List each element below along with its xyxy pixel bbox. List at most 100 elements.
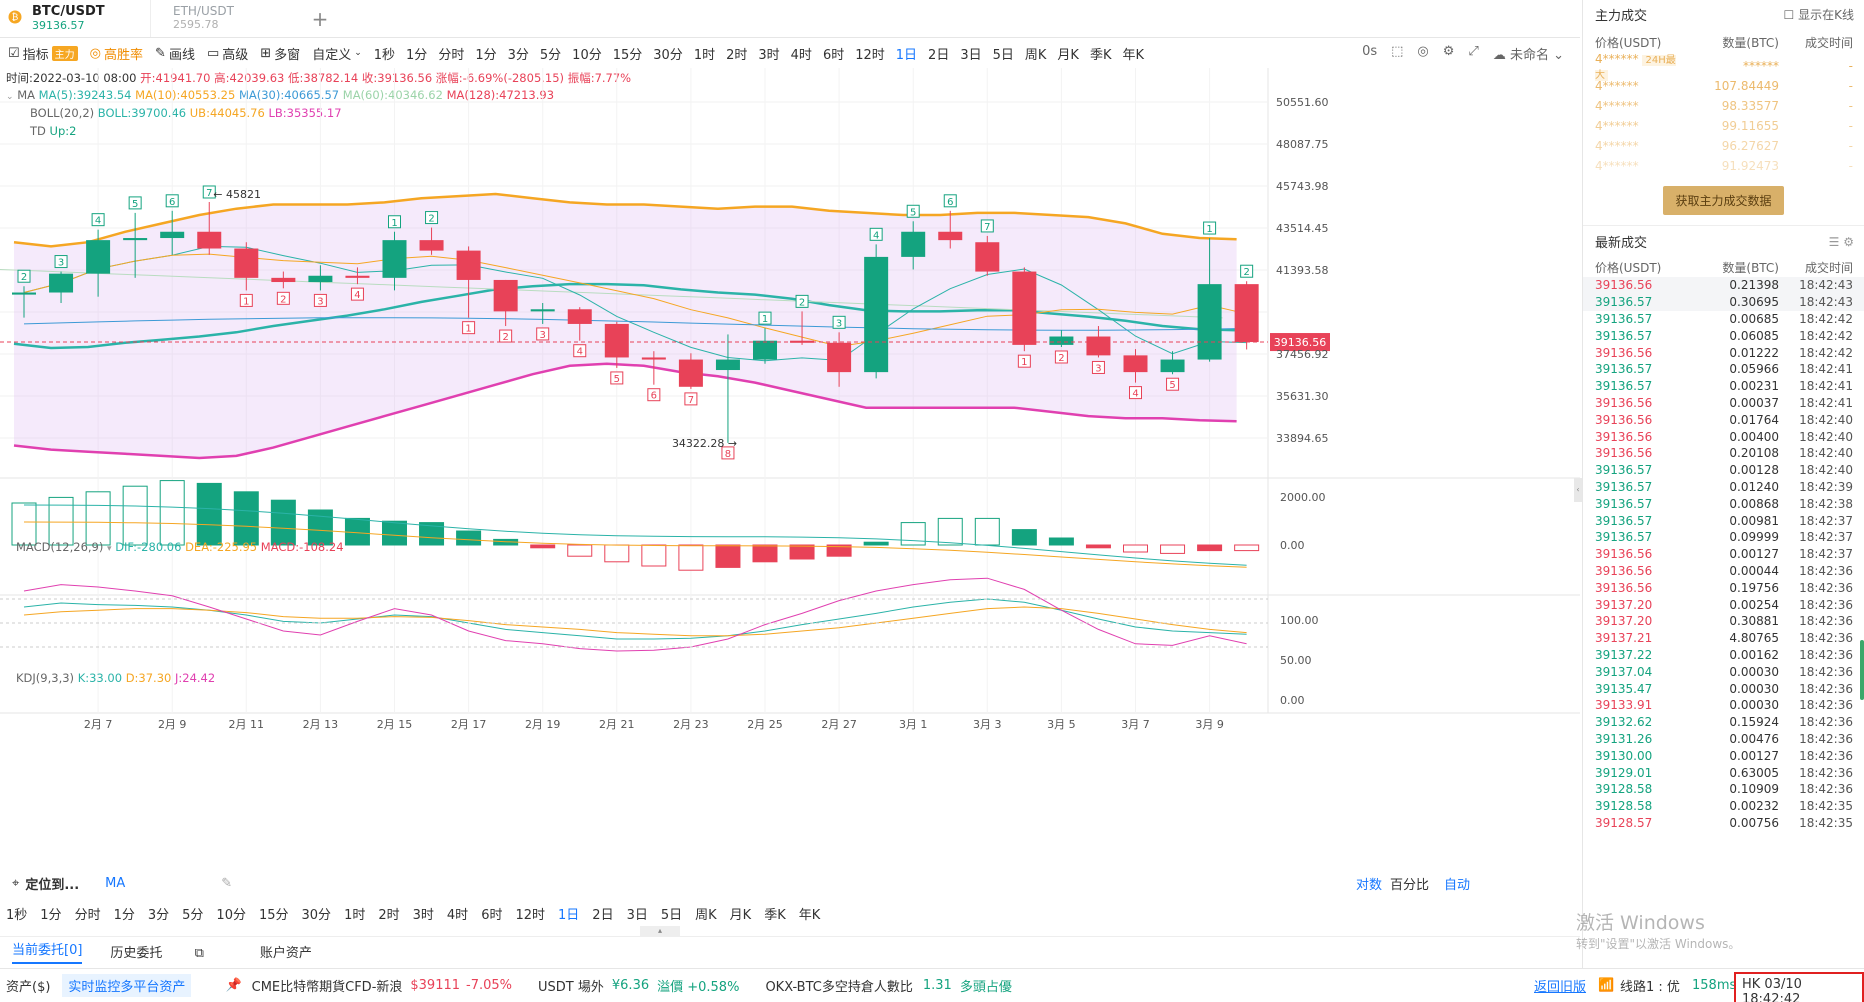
date-axis-label: 2月 25 [747,718,783,731]
bottom-interval-option[interactable]: 10分 [216,907,246,923]
gear-icon[interactable]: ⚙ [1442,43,1455,59]
multi-window-button[interactable]: ⊞ 多窗 [260,44,300,63]
tab-account-assets[interactable]: 账户资产 [259,946,312,961]
interval-option[interactable]: 12时 [855,47,885,63]
fullscreen-icon[interactable]: ⤢ [1468,43,1479,59]
monitor-assets-button[interactable]: 实时监控多平台资产 [62,974,192,997]
interval-option[interactable]: 5日 [992,47,1014,63]
interval-option[interactable]: 15分 [612,47,643,63]
kline-chart[interactable]: 2 3 4 5 6 7 1 2 3 4 1 2 1 2 3 4 5 6 7 8 1 2 3 4 5 6 7 1 2 3 4 5 1 2 ← 4582… [0,68,1580,868]
bottom-interval-option[interactable]: 月K [729,907,752,923]
custom-dropdown[interactable]: 自定义 ⌄ [312,44,362,63]
interval-option[interactable]: 1分 [406,47,428,63]
bottom-interval-option[interactable]: 1秒 [6,907,28,923]
bottom-interval-option[interactable]: 6时 [481,907,503,923]
add-tab-button[interactable]: + [311,6,329,31]
interval-option[interactable]: 月K [1057,47,1079,63]
bottom-interval-option[interactable]: 季K [764,907,786,923]
bottom-interval-option[interactable]: 5分 [182,907,204,923]
bottom-interval-option[interactable]: 周K [695,907,717,923]
interval-option[interactable]: 分时 [438,47,465,63]
ma-legend[interactable]: ⌄ MA MA(5):39243.54 MA(10):40553.25 MA(3… [6,88,554,102]
interval-option[interactable]: 30分 [653,47,683,63]
bottom-interval-option[interactable]: 3时 [412,907,434,923]
interval-option[interactable]: 周K [1024,47,1047,63]
layout-name-dropdown[interactable]: ☁ 未命名 ⌄ [1492,47,1564,63]
advanced-button[interactable]: ▭ 高级 [207,44,248,63]
trade-row: 39136.57 0.00231 18:42:41 [1583,378,1864,395]
bottom-interval-option[interactable]: 30分 [301,907,332,923]
trade-price: 39136.57 [1595,379,1653,394]
bottom-interval-option[interactable]: 15分 [258,907,289,923]
tab-order-history[interactable]: 历史委托 ⧉ [110,942,231,961]
kdj-legend[interactable]: KDJ(9,3,3) K:33.00 D:37.30 J:24.42 [16,671,215,685]
td-legend[interactable]: TD Up:2 [30,124,76,138]
trade-qty: 0.00030 [1729,681,1779,696]
bottom-interval-option[interactable]: 1分 [40,907,62,923]
fetch-main-trades-button[interactable]: 获取主力成交数据 [1663,186,1784,215]
bottom-interval-option[interactable]: 1时 [344,907,366,923]
interval-option[interactable]: 1分 [475,47,497,63]
bottom-interval-option[interactable]: 年K [798,907,821,923]
panel-resize-handle[interactable]: ▴ [640,926,680,936]
checkbox-icon[interactable]: ☐ [1783,7,1795,22]
draw-button[interactable]: ✎ 画线 [155,44,195,63]
tab-eth-usdt[interactable]: ETH/USDT 2595.78 [150,0,300,37]
network-line-label[interactable]: 线路1 : 优 [1620,980,1680,995]
interval-option[interactable]: 1日 [895,47,918,63]
interval-option[interactable]: 1时 [693,47,716,63]
ticker-cme-label[interactable]: CME比特幣期貨CFD-新浪 [251,980,403,995]
edit-icon[interactable]: ✎ [221,875,233,891]
macd-dropdown-icon[interactable]: ▾ [107,544,112,554]
collapse-icon[interactable]: ⌄ [6,92,14,102]
auto-scale-toggle[interactable]: 自动 [1444,877,1471,893]
screenshot-icon[interactable]: ⬚ [1391,43,1404,59]
interval-option[interactable]: 季K [1089,47,1112,63]
macd-legend[interactable]: MACD(12,26,9) ▾ DIF:-280.06 DEA:-225.95 … [16,540,344,554]
percent-scale-toggle[interactable]: 百分比 [1390,877,1430,893]
interval-option[interactable]: 5分 [539,47,562,63]
panel-scrollbar[interactable] [1860,640,1864,700]
bottom-interval-option[interactable]: 12时 [515,907,546,923]
log-scale-toggle[interactable]: 对数 [1356,877,1383,893]
list-settings-icon[interactable]: ☰ ⚙ [1828,234,1854,249]
interval-option[interactable]: 3分 [507,47,529,63]
locate-to-button[interactable]: 定位到... [25,877,80,893]
interval-option[interactable]: 1秒 [373,47,396,63]
tab-btc-usdt[interactable]: ₿ BTC/USDT 39136.57 [0,0,150,37]
collapse-panel-handle[interactable]: ‹ [1574,478,1582,502]
bottom-interval-option[interactable]: 5日 [660,907,683,923]
bottom-interval-option[interactable]: 3分 [147,907,170,923]
ticker-usdt-label[interactable]: USDT 場外 [538,980,604,995]
show-in-kline-toggle[interactable]: ☐ 显示在K线 [1784,6,1854,23]
countdown-label[interactable]: 0s [1362,43,1378,59]
interval-option[interactable]: 6时 [822,47,845,63]
ma-tag[interactable]: MA [105,875,126,891]
boll-legend[interactable]: BOLL(20,2) BOLL:39700.46 UB:44045.76 LB:… [30,106,342,120]
interval-option[interactable]: 2时 [726,47,748,63]
interval-option[interactable]: 4时 [790,47,812,63]
interval-option[interactable]: 3日 [960,47,982,63]
bottom-interval-option[interactable]: 分时 [74,907,101,923]
bottom-interval-option[interactable]: 3日 [626,907,648,923]
bottom-interval-option[interactable]: 2日 [592,907,614,923]
macd-dif: DIF:-280.06 [115,540,182,554]
trade-qty: 4.80765 [1729,631,1779,646]
interval-option[interactable]: 10分 [572,47,602,63]
bottom-interval-option[interactable]: 1分 [113,907,135,923]
td-up-count: 5 [132,199,138,210]
camera-icon[interactable]: ◎ [1417,43,1429,59]
tab-current-orders[interactable]: 当前委托[0] [12,939,83,964]
bottom-interval-option[interactable]: 4时 [446,907,469,923]
bottom-interval-option[interactable]: 1日 [558,907,580,923]
interval-option[interactable]: 3时 [758,47,780,63]
col-time: 成交时间 [1804,35,1853,50]
ticker-okx-label[interactable]: OKX-BTC多空持倉人數比 [765,980,913,995]
back-to-old-link[interactable]: 返回旧版 [1534,980,1587,995]
bottom-interval-option[interactable]: 2时 [378,907,400,923]
interval-option[interactable]: 年K [1122,47,1145,63]
interval-option[interactable]: 2日 [928,47,950,63]
indicator-button[interactable]: ☑ 指标 主力 [8,44,78,63]
pin-icon[interactable]: 📌 [225,978,242,993]
win-rate-button[interactable]: ◎ 高胜率 [90,44,143,63]
